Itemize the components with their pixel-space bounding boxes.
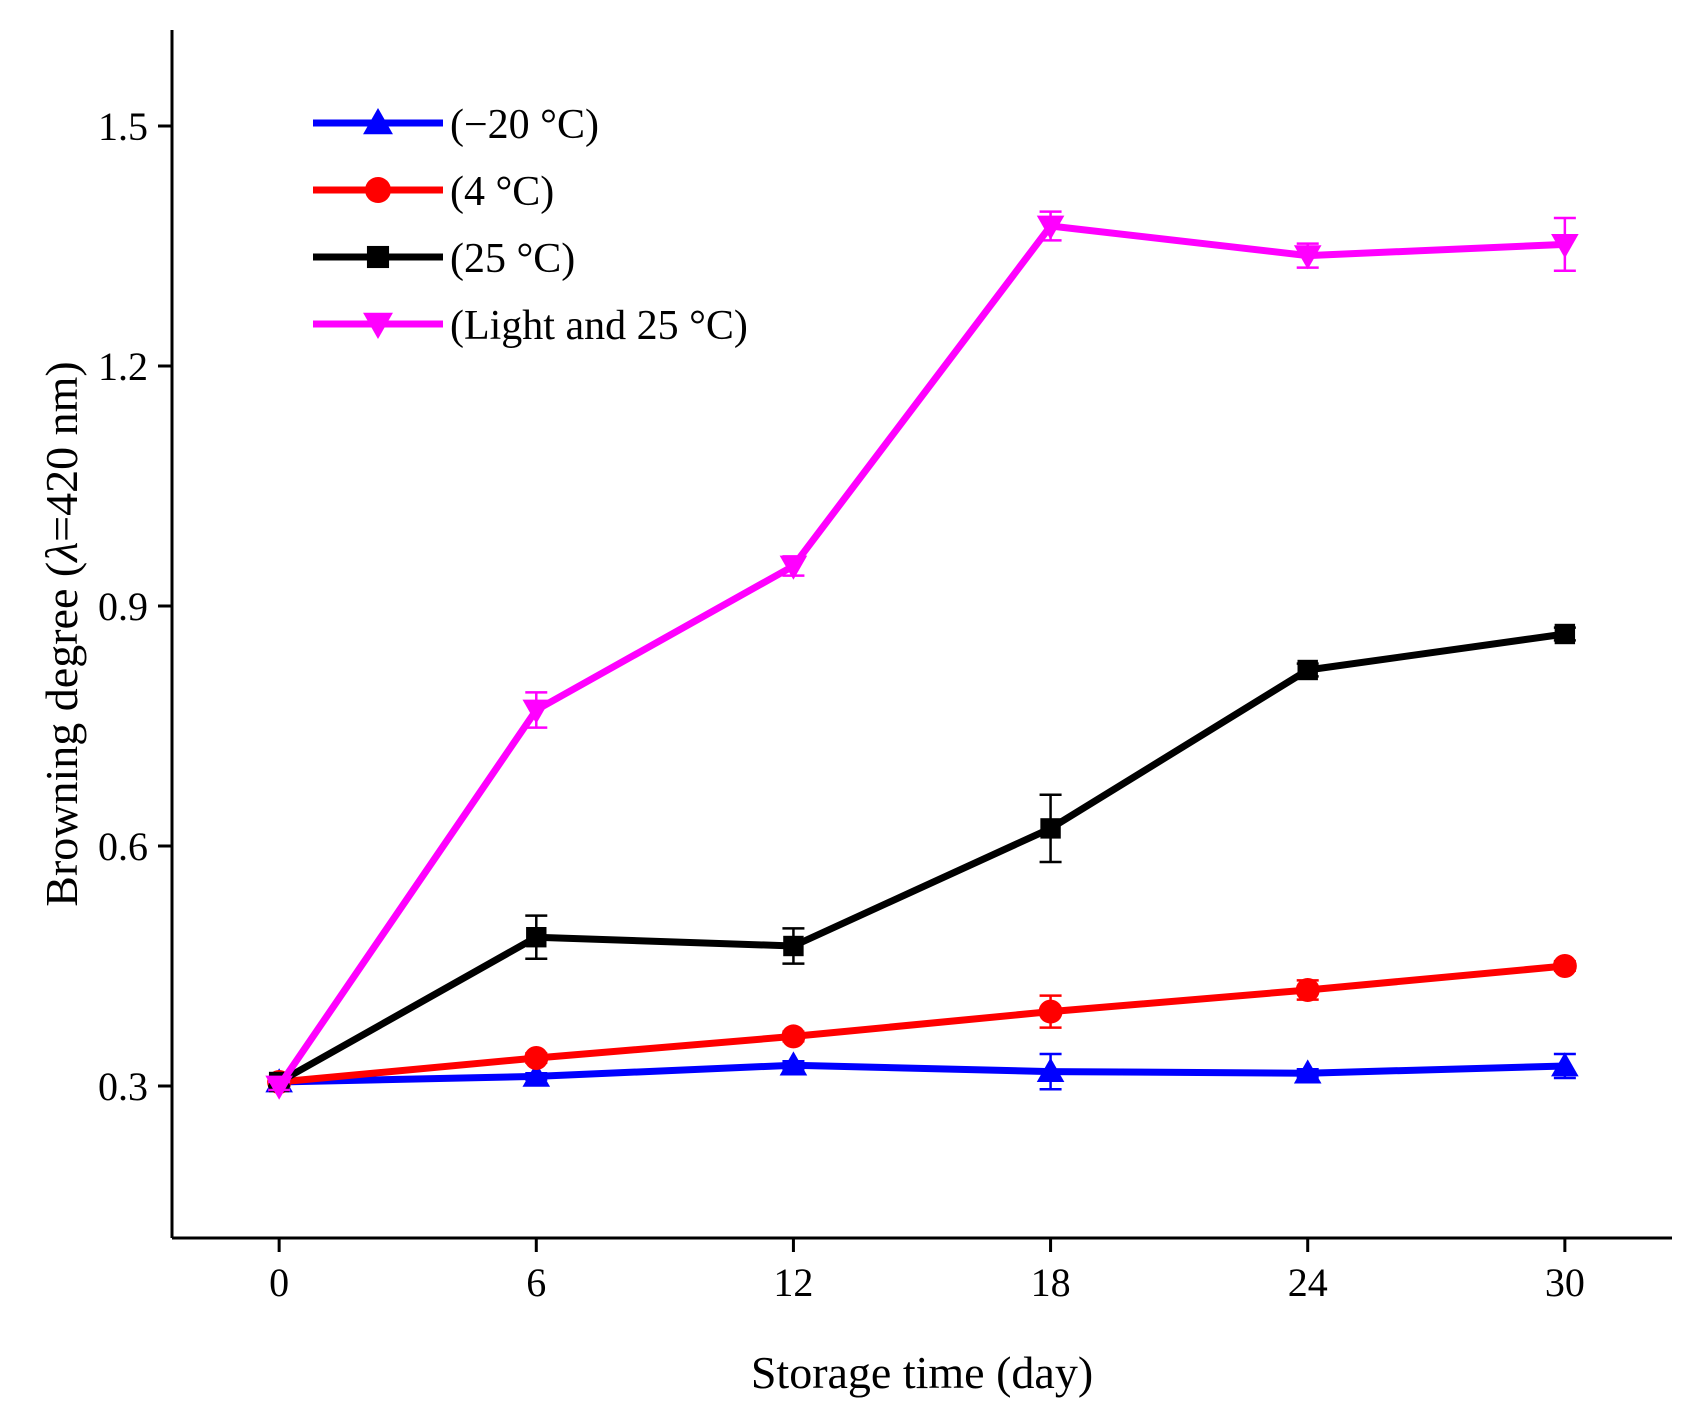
marker-circle (1038, 999, 1063, 1024)
series-line (276, 222, 1566, 1088)
marker-triangle-down (1551, 234, 1579, 259)
marker-triangle-up (363, 108, 393, 135)
marker-triangle-down (779, 555, 808, 580)
y-tick-label: 1.2 (98, 344, 148, 389)
series-line (277, 630, 1566, 1086)
legend-label: (4 °C) (450, 169, 554, 215)
x-tick-label: 0 (269, 1260, 289, 1305)
series-1 (267, 954, 1577, 1094)
series-0 (265, 1051, 1579, 1093)
series-line (279, 1061, 1565, 1086)
y-axis-title-main: Browning degree ( (36, 562, 87, 907)
legend-label: (−20 °C) (450, 102, 599, 148)
marker-circle (365, 177, 391, 203)
marker-triangle-down (1036, 215, 1065, 240)
marker-triangle-down (1293, 245, 1322, 270)
marker-square (526, 927, 547, 948)
y-tick-label: 0.9 (98, 584, 148, 629)
marker-triangle-up (522, 1062, 551, 1087)
x-axis-title: Storage time (day) (751, 1347, 1093, 1398)
series-layer (265, 210, 1579, 1100)
series-3 (265, 210, 1579, 1100)
legend-item: (25 °C) (313, 236, 575, 282)
marker-circle (524, 1046, 549, 1070)
marker-circle (781, 1024, 806, 1049)
series-line (278, 962, 1566, 1086)
marker-circle (1552, 954, 1577, 978)
legend-label: (Light and 25 °C) (450, 303, 748, 349)
marker-triangle-up (779, 1051, 808, 1076)
legend-label: (25 °C) (450, 236, 575, 282)
marker-triangle-up (1293, 1059, 1322, 1084)
y-axis-title-lambda: λ (36, 542, 87, 564)
marker-circle (1295, 978, 1320, 1002)
y-tick-label: 0.3 (98, 1064, 148, 1109)
x-tick-label: 30 (1545, 1260, 1585, 1305)
legend: (−20 °C) (4 °C) (25 °C) (Light and 25 °C) (313, 102, 748, 349)
y-axis-title-unit: =420 nm) (36, 361, 87, 542)
x-tick-label: 24 (1288, 1260, 1328, 1305)
plot-frame (170, 30, 1672, 1240)
marker-triangle-down (363, 312, 393, 339)
legend-item: (4 °C) (313, 169, 554, 215)
axis-ticks: 0 6 12 18 24 30 0.3 0.6 0.9 1.2 1.5 (98, 104, 1585, 1305)
marker-triangle-up (1036, 1057, 1065, 1082)
x-tick-label: 6 (526, 1260, 546, 1305)
marker-triangle-down (265, 1075, 293, 1100)
marker-square (1297, 659, 1318, 681)
marker-square (783, 935, 804, 957)
x-tick-label: 18 (1031, 1260, 1071, 1305)
y-axis-title: Browning degree (λ=420 nm) (36, 361, 87, 906)
marker-square (366, 245, 390, 269)
legend-item: (Light and 25 °C) (313, 303, 748, 349)
x-tick-label: 12 (773, 1260, 813, 1305)
y-tick-label: 1.5 (98, 104, 148, 149)
marker-triangle-up (1551, 1052, 1579, 1077)
marker-square (1040, 818, 1061, 839)
marker-square (1554, 623, 1576, 645)
y-tick-label: 0.6 (98, 824, 148, 869)
marker-triangle-down (522, 699, 551, 724)
legend-item: (−20 °C) (313, 102, 599, 148)
